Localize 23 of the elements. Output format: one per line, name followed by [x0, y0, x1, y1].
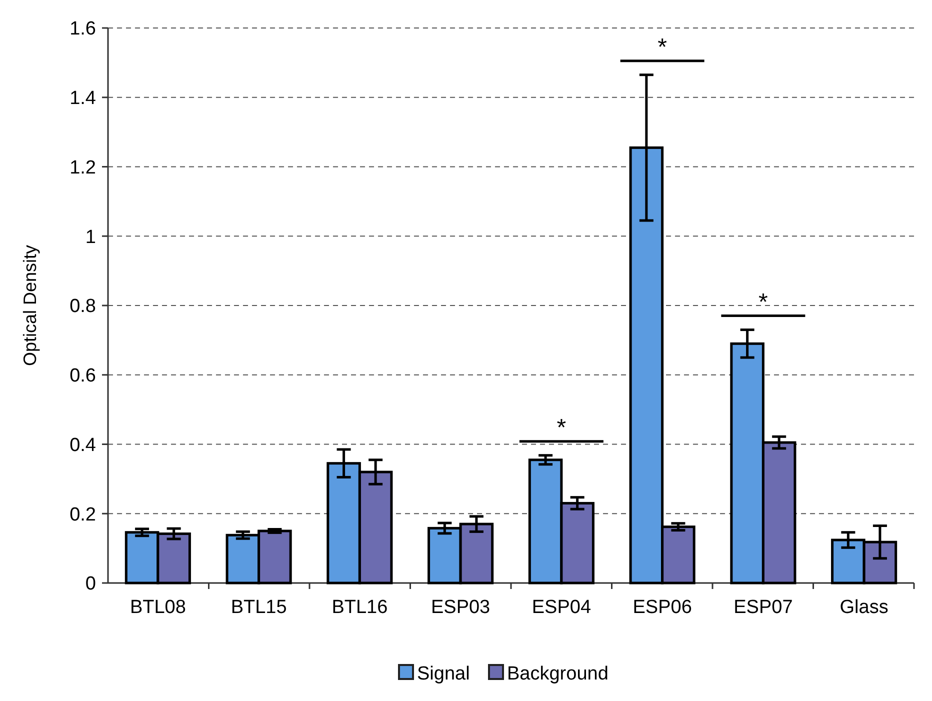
y-axis-title: Optical Density — [20, 244, 40, 366]
y-tick-label: 0.6 — [70, 366, 96, 387]
y-tick-label: 0.4 — [70, 434, 96, 456]
legend-label: Background — [507, 664, 608, 685]
y-tick-label: 0.2 — [70, 504, 96, 526]
y-tick-label: 1.4 — [70, 88, 96, 110]
y-tick-label: 1.6 — [70, 18, 96, 40]
annotation: * — [658, 34, 667, 61]
x-tick-label: ESP04 — [532, 597, 592, 618]
y-tick-label: 1.2 — [70, 157, 96, 178]
y-tick-label: 0.8 — [70, 296, 96, 318]
x-tick-label: BTL16 — [332, 597, 388, 618]
x-tick-label: ESP07 — [734, 597, 793, 618]
y-tick-label: 0 — [85, 574, 96, 595]
x-tick-label: ESP03 — [430, 597, 490, 618]
annotation: * — [758, 288, 768, 316]
annotation: * — [556, 414, 566, 442]
x-tick-label: ESP06 — [632, 597, 692, 618]
x-tick-label: BTL15 — [230, 597, 287, 618]
x-tick-label: Glass — [840, 597, 888, 618]
legend-label: Signal — [417, 664, 470, 685]
y-tick-label: 1 — [85, 226, 96, 248]
x-tick-label: BTL08 — [130, 597, 186, 618]
